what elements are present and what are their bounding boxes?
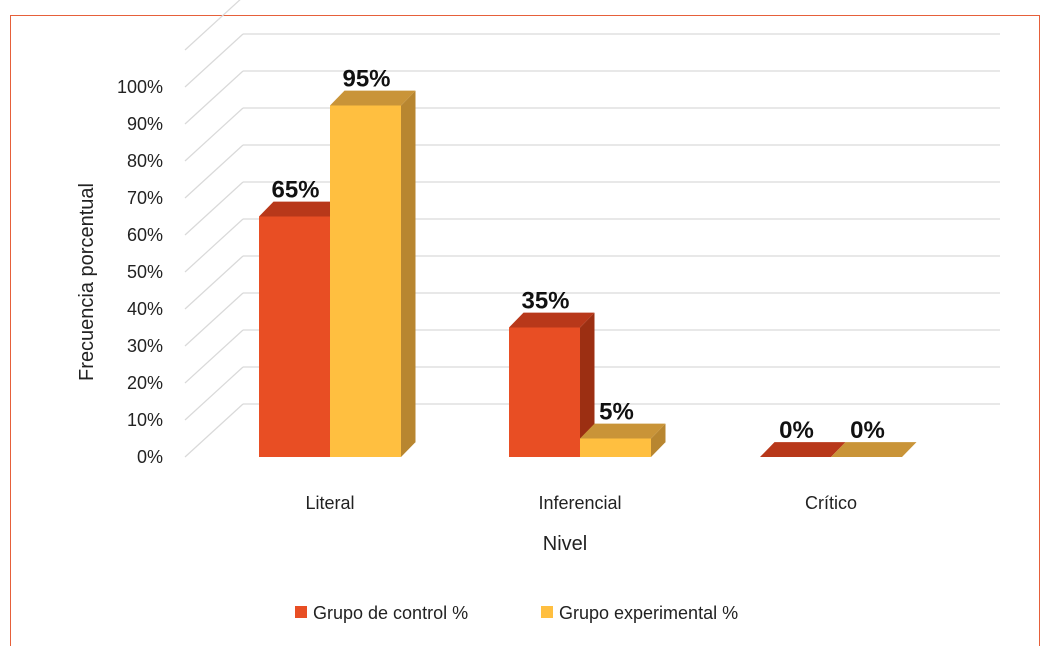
legend-label-control: Grupo de control % [313, 603, 468, 623]
y-axis-title: Frecuencia porcentual [76, 183, 98, 381]
legend-label-experimental: Grupo experimental % [559, 603, 738, 623]
y-tick-label: 60% [127, 225, 163, 245]
bar [330, 105, 401, 457]
gridline-depth [184, 144, 244, 199]
data-label: 0% [779, 417, 814, 444]
data-label: 65% [271, 177, 319, 204]
bars [259, 90, 917, 457]
y-tick-label: 20% [127, 373, 163, 393]
x-tick-label: Literal [305, 493, 354, 513]
y-tick-label: 10% [127, 410, 163, 430]
y-tick-label: 30% [127, 336, 163, 356]
chart-frame [10, 15, 1040, 646]
gridline-depth [184, 181, 244, 236]
bar [259, 216, 330, 457]
gridline-depth [184, 107, 244, 162]
gridline-depth [184, 329, 244, 384]
data-labels: 65% 95% 35% 5% 0% 0% [271, 66, 884, 445]
gridline-depth [184, 33, 244, 88]
gridline-depth [184, 0, 241, 51]
gridline-depth [184, 292, 244, 347]
legend-swatch-control [295, 606, 307, 618]
data-label: 35% [521, 288, 569, 315]
bar-top [580, 423, 666, 439]
gridline-depth [184, 255, 244, 310]
bar-top [760, 442, 846, 457]
gridline-depth [184, 403, 244, 458]
gridline-depth [184, 366, 244, 421]
bar-side [401, 90, 416, 457]
y-tick-label: 50% [127, 262, 163, 282]
y-tick-label: 0% [137, 447, 163, 467]
y-tick-label: 70% [127, 188, 163, 208]
bar-top [330, 90, 416, 106]
y-axis-ticks: 0% 10% 20% 30% 40% 50% 60% 70% 80% 90% 100% [117, 77, 163, 467]
bar-top [259, 201, 345, 217]
x-tick-label: Crítico [805, 493, 857, 513]
bar-side [580, 312, 595, 457]
gridline-depth [184, 70, 244, 125]
data-label: 95% [342, 66, 390, 93]
legend: Grupo de control % Grupo experimental % [295, 603, 738, 623]
data-label: 5% [599, 399, 634, 426]
gridline-depth [184, 218, 244, 273]
bar-top [831, 442, 917, 457]
bar-top [509, 312, 595, 328]
x-axis-title: Nivel [543, 533, 587, 555]
x-tick-label: Inferencial [538, 493, 621, 513]
legend-swatch-experimental [541, 606, 553, 618]
y-tick-label: 40% [127, 299, 163, 319]
bar [580, 438, 651, 457]
y-tick-label: 100% [117, 77, 163, 97]
bar-side [651, 423, 666, 457]
data-label: 0% [850, 417, 885, 444]
category-labels: Literal Inferencial Crítico [305, 493, 857, 513]
y-tick-label: 80% [127, 151, 163, 171]
bar [509, 327, 580, 457]
y-tick-label: 90% [127, 114, 163, 134]
